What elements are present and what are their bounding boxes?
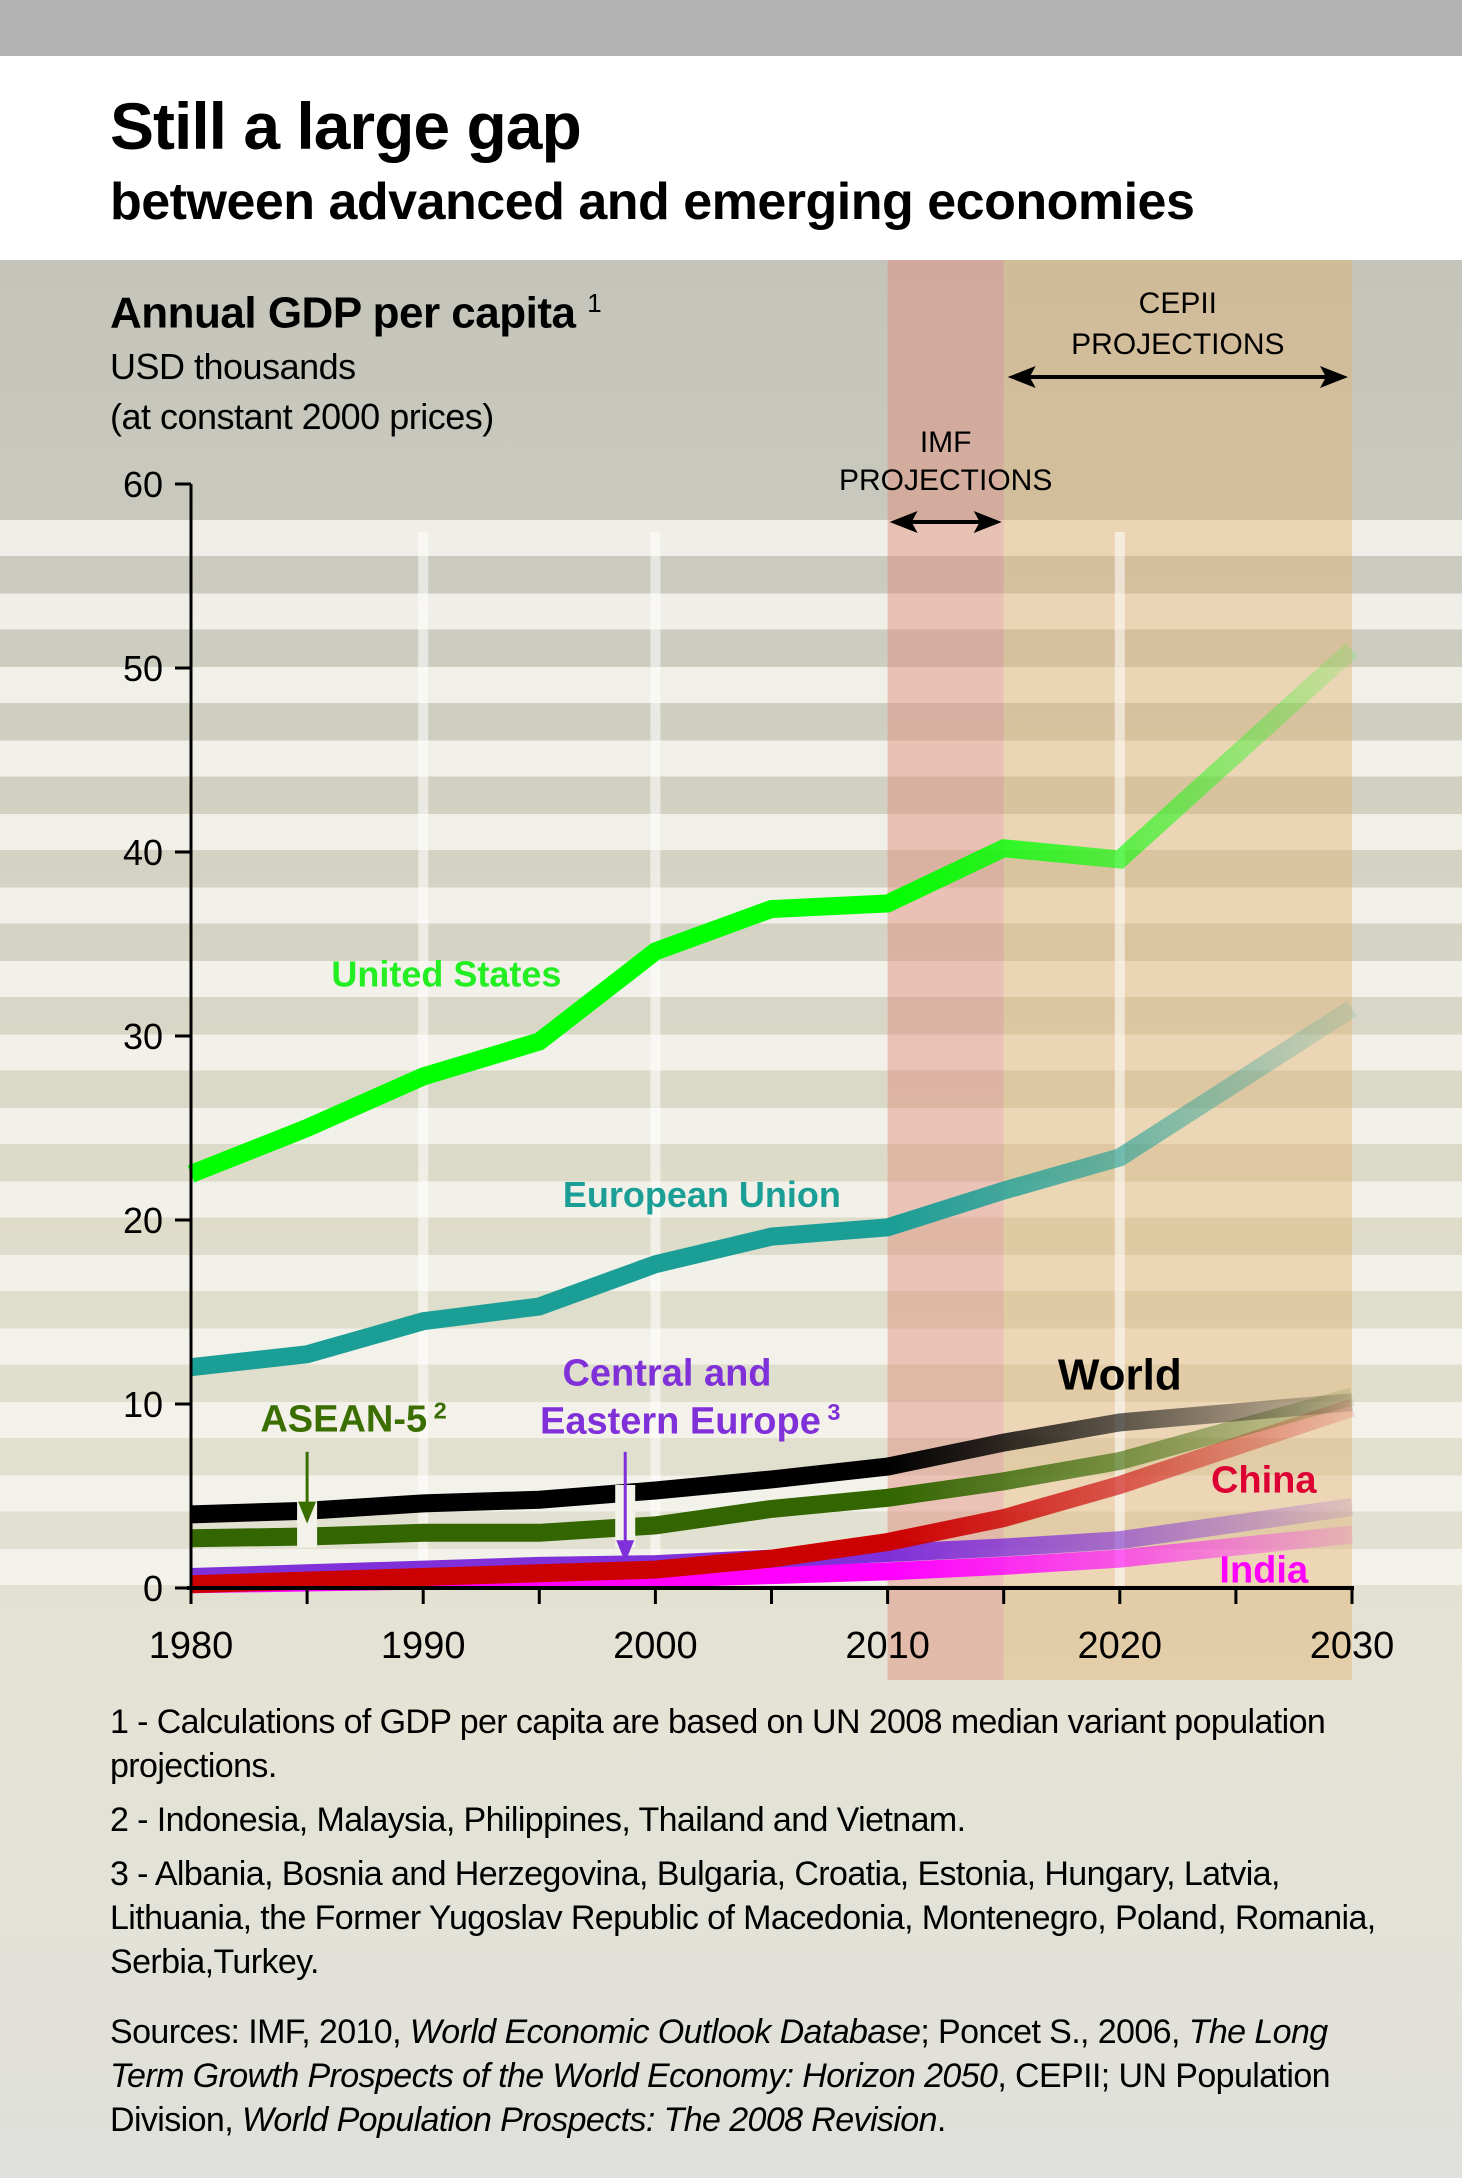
series-lines [187, 642, 1359, 1594]
chart-title-footnote-ref: 1 [587, 288, 602, 318]
page-title: Still a large gap [110, 89, 582, 163]
gridline-1990 [418, 532, 429, 1588]
series-line-world [190, 1393, 1353, 1524]
sources-end: . [936, 2101, 946, 2139]
label-cee-line1: Central and [562, 1353, 771, 1395]
series-line-united-states [187, 642, 1359, 1183]
y-tick-label: 0 [143, 1568, 163, 1609]
stripe [0, 593, 1462, 630]
unit-line-2: (at constant 2000 prices) [110, 396, 494, 437]
imf-label-line2: PROJECTIONS [839, 464, 1052, 497]
label-world: World [1058, 1350, 1182, 1399]
y-tick-label: 30 [123, 1016, 163, 1057]
label-china: China [1211, 1459, 1317, 1501]
cepii-label-line2: PROJECTIONS [1071, 328, 1284, 361]
stripe [0, 961, 1462, 997]
label-asean-5: ASEAN-5 2 [260, 1397, 446, 1440]
sources-wpp: World Population Prospects: The 2008 Rev… [241, 2101, 938, 2139]
label-european-union: European Union [563, 1174, 841, 1215]
sources-mid2: , CEPII; UN Population Division, [110, 2057, 1331, 2139]
stripe [0, 667, 1462, 703]
page-subtitle: between advanced and emerging economies [110, 173, 1195, 231]
asean-arrow-head [298, 1501, 317, 1524]
stripe [0, 520, 1462, 556]
chart-title-text: Annual GDP per capita [110, 288, 576, 338]
series-line-china [190, 1399, 1355, 1594]
sources-mid1: ; Poncet S., 2006, [920, 2013, 1189, 2051]
x-tick-label: 2010 [845, 1625, 930, 1667]
label-india: India [1219, 1549, 1309, 1591]
chart-background [0, 260, 1462, 2178]
vertical-gridlines [418, 532, 1125, 1588]
x-tick-label: 2020 [1078, 1625, 1163, 1667]
series-line-asean-5 [190, 1387, 1355, 1548]
label-cee-line2: Eastern Europe 3 [540, 1399, 841, 1442]
cepii-label-line1: CEPII [1139, 287, 1217, 320]
footnote-2: 2 - Indonesia, Malaysia, Philippines, Th… [110, 1801, 966, 1839]
stripe [0, 1255, 1462, 1291]
unit-line-1: USD thousands [110, 346, 356, 387]
cepii-range-arrow-left-head [1007, 366, 1036, 388]
sources-prefix: Sources: IMF, 2010, [110, 2013, 410, 2051]
stripe [0, 1034, 1462, 1071]
gridline-2020 [1114, 532, 1125, 1588]
x-tick-label: 1980 [149, 1625, 234, 1667]
top-bar [0, 0, 1462, 56]
y-tick-label: 60 [123, 464, 163, 505]
stripe [0, 1108, 1462, 1144]
cepii-range-arrow-right-head [1320, 366, 1348, 388]
sources-ltgp: The Long Term Growth Prospects of the Wo… [110, 2013, 1328, 2095]
stripe [0, 814, 1462, 850]
sources-note: Sources: IMF, 2010, World Economic Outlo… [110, 2010, 1390, 2142]
imf-label-line1: IMF [920, 426, 972, 459]
x-tick-label: 1990 [381, 1625, 466, 1667]
footnote-1: 1 - Calculations of GDP per capita are b… [110, 1703, 1326, 1785]
y-tick-label: 20 [123, 1200, 163, 1241]
sources-weo: World Economic Outlook Database [409, 2013, 921, 2051]
title-box [0, 56, 1462, 260]
imf-range-arrow-right-head [973, 511, 1002, 533]
background-stripes [0, 520, 1462, 1585]
x-tick-label: 2030 [1310, 1625, 1395, 1667]
x-tick-label: 2000 [613, 1625, 698, 1667]
imf-range-arrow-left-head [889, 511, 918, 533]
series-line-european-union [190, 1000, 1357, 1377]
y-tick-label: 40 [123, 832, 163, 873]
y-tick-label: 10 [123, 1384, 163, 1425]
chart-title: Annual GDP per capita 1 [110, 288, 602, 339]
cee-arrow-head [616, 1540, 635, 1563]
label-united-states: United States [331, 953, 561, 994]
footnote-3: 3 - Albania, Bosnia and Herzegovina, Bul… [110, 1855, 1376, 1981]
stripe [0, 1181, 1462, 1218]
axes [175, 482, 1354, 1604]
gridline-2000 [650, 532, 661, 1588]
y-tick-label: 50 [123, 648, 163, 689]
annotations: United States European Union World ASEAN-5 … [260, 287, 1348, 1591]
